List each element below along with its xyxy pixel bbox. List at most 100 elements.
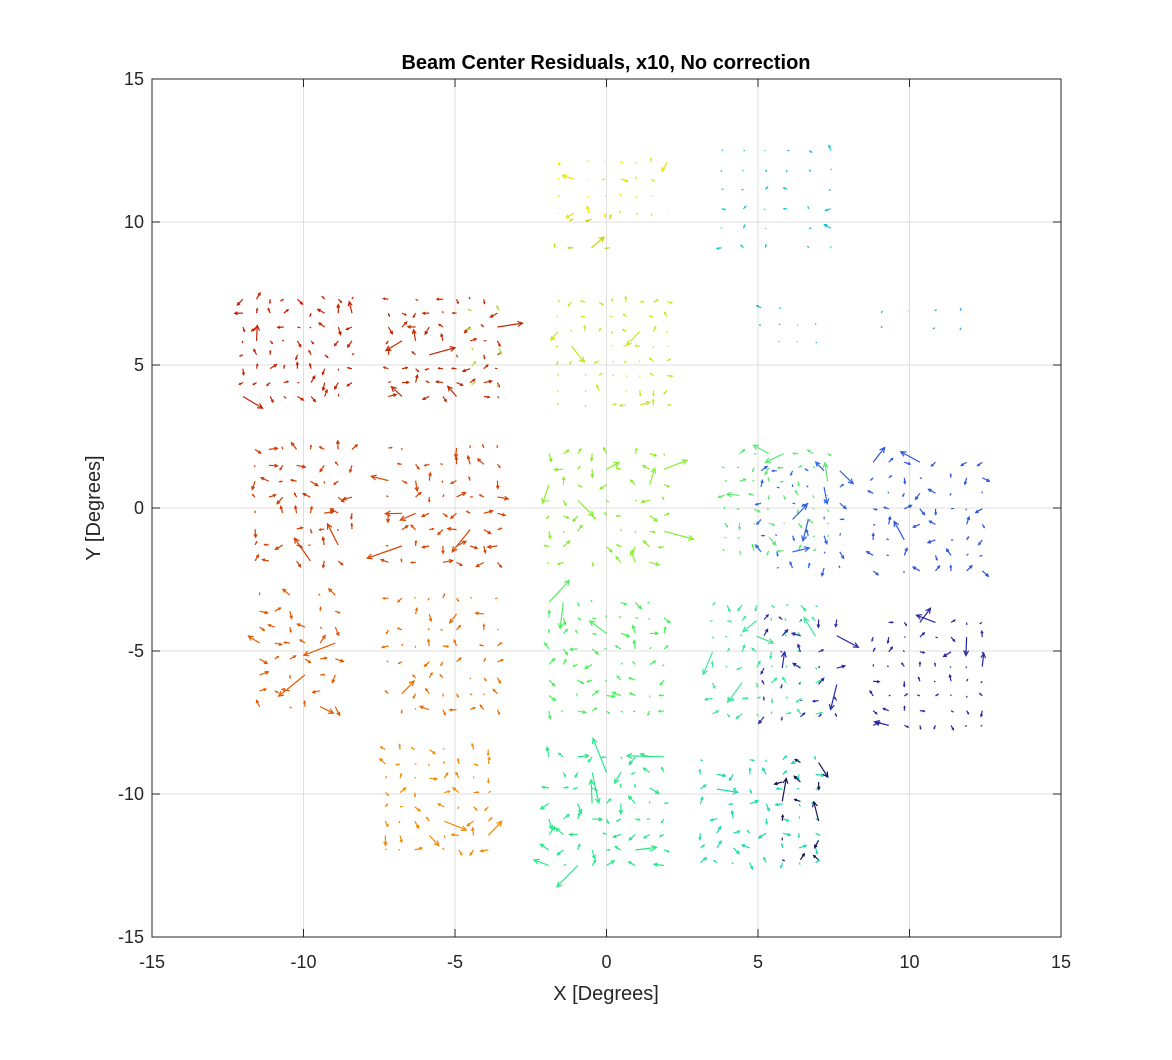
residual-arrowhead: [554, 244, 555, 245]
x-tick-label: 15: [1051, 952, 1071, 972]
residual-arrowhead: [320, 607, 321, 608]
residual-arrowhead: [484, 302, 485, 304]
residual-arrowhead: [484, 357, 485, 358]
residual-arrowhead: [270, 351, 271, 352]
residual-arrow: [605, 196, 606, 197]
residual-arrowhead: [920, 727, 921, 728]
residual-arrowhead: [592, 564, 593, 565]
residual-arrowhead: [396, 764, 397, 765]
residual-arrow: [779, 308, 781, 309]
residual-arrowhead: [401, 712, 402, 713]
residual-arrowhead: [548, 630, 549, 631]
residual-arrow: [797, 788, 799, 789]
residual-arrow: [966, 637, 967, 655]
y-tick-label: 15: [124, 69, 144, 89]
residual-arrow: [779, 341, 780, 342]
residual-arrowhead: [650, 159, 651, 160]
residual-arrow: [786, 605, 788, 606]
y-tick-label: 0: [134, 498, 144, 518]
residual-arrowhead: [310, 446, 311, 447]
residual-arrowhead: [768, 497, 769, 498]
residual-arrow: [667, 213, 668, 214]
residual-arrowhead: [875, 509, 876, 510]
residual-arrowhead: [642, 301, 643, 302]
x-tick-label: 5: [753, 952, 763, 972]
residual-arrow: [777, 568, 779, 569]
residual-arrowhead: [620, 785, 621, 786]
residual-arrowhead: [612, 299, 613, 300]
residual-arrow: [557, 213, 558, 214]
x-tick-label: -10: [290, 952, 316, 972]
residual-arrow: [777, 487, 780, 488]
residual-arrow: [764, 209, 765, 210]
residual-arrow: [635, 500, 637, 501]
residual-arrowhead: [581, 301, 583, 302]
residual-arrow: [786, 170, 787, 172]
residual-arrow: [585, 374, 586, 376]
residual-arrow: [950, 667, 951, 668]
residual-arrowhead: [768, 478, 769, 479]
residual-arrow: [443, 694, 444, 697]
residual-arrowhead: [617, 515, 619, 516]
residual-arrow: [721, 170, 722, 172]
residual-arrowhead: [265, 544, 267, 545]
residual-arrow: [444, 835, 445, 837]
residual-arrow: [888, 492, 889, 493]
residual-arrowhead: [798, 651, 799, 652]
residual-arrow: [981, 725, 983, 726]
residual-arrow: [385, 849, 386, 850]
residual-arrowhead: [763, 535, 764, 536]
y-tick-label: -5: [128, 641, 144, 661]
residual-arrow: [639, 361, 640, 362]
x-tick-label: 0: [601, 952, 611, 972]
residual-arrowhead: [426, 369, 427, 370]
residual-arrowhead: [574, 788, 576, 789]
residual-arrow: [743, 170, 744, 171]
residual-arrowhead: [594, 618, 595, 619]
residual-arrow: [495, 598, 497, 599]
residual-arrow: [724, 507, 725, 509]
residual-arrow: [633, 711, 635, 712]
y-tick-label: -10: [118, 784, 144, 804]
residual-arrow: [935, 310, 937, 311]
residual-arrow: [839, 566, 840, 568]
residual-arrow: [800, 681, 801, 682]
residual-arrowhead: [891, 622, 892, 623]
x-tick-label: -15: [139, 952, 165, 972]
residual-arrow: [588, 196, 589, 197]
residual-arrow: [402, 644, 403, 646]
residual-arrowhead: [798, 484, 800, 486]
residual-arrow: [779, 324, 780, 325]
residual-arrow: [647, 602, 649, 603]
residual-arrowhead: [842, 519, 843, 520]
residual-arrow: [650, 850, 652, 851]
x-tick-label: 10: [899, 952, 919, 972]
residual-arrow: [786, 666, 787, 668]
residual-arrowhead: [439, 368, 441, 370]
residual-arrowhead: [605, 216, 606, 217]
residual-arrowhead: [606, 248, 607, 249]
x-tick-label: -5: [447, 952, 463, 972]
residual-arrow: [626, 376, 627, 377]
residual-arrow: [497, 629, 498, 630]
residual-arrow: [613, 375, 614, 376]
residual-arrowhead: [777, 554, 778, 555]
residual-arrow: [310, 327, 311, 328]
residual-arrow: [623, 345, 626, 346]
residual-arrowhead: [798, 836, 799, 837]
residual-arrow: [606, 615, 607, 618]
residual-arrow: [950, 493, 951, 495]
residual-arrowhead: [581, 316, 582, 317]
residual-arrowhead: [666, 803, 667, 804]
residual-arrow: [737, 509, 740, 510]
residual-arrow: [297, 327, 300, 328]
residual-arrowhead: [414, 795, 415, 796]
residual-arrow: [257, 325, 258, 340]
residual-arrow: [881, 311, 882, 313]
residual-arrow: [585, 390, 586, 391]
residual-arrowhead: [290, 677, 291, 678]
residual-arrowhead: [935, 663, 936, 664]
residual-arrowhead: [348, 367, 350, 368]
residual-arrow: [666, 331, 667, 333]
